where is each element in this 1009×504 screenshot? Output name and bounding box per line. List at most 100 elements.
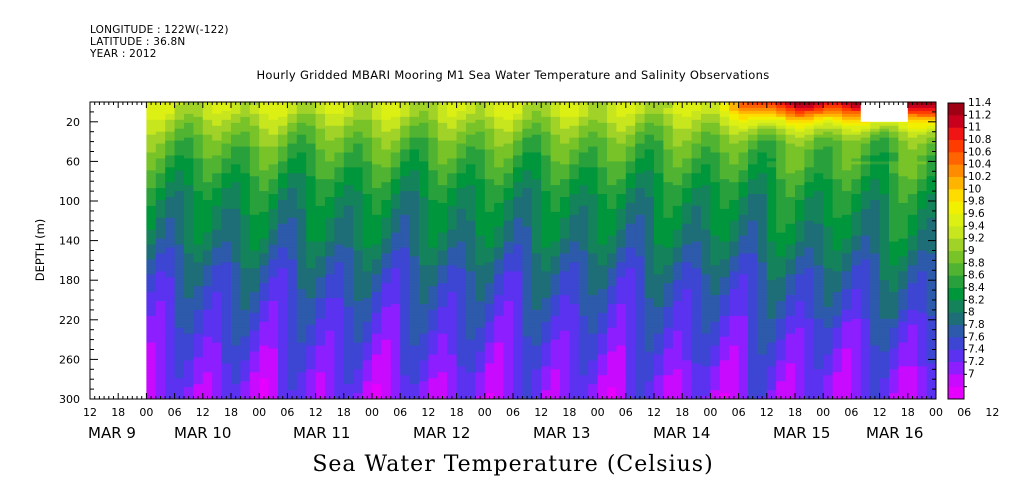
heatmap-cell	[231, 223, 241, 228]
heatmap-cell	[419, 164, 429, 168]
heatmap-cell	[494, 223, 505, 228]
heatmap-cell	[212, 238, 223, 243]
heatmap-cell	[174, 274, 185, 278]
heatmap-cell	[381, 312, 392, 317]
heatmap-cell	[466, 188, 476, 192]
heatmap-cell	[550, 372, 561, 376]
heatmap-cell	[569, 232, 580, 237]
heatmap-cell	[447, 220, 458, 225]
heatmap-cell	[259, 119, 270, 124]
heatmap-cell	[231, 185, 241, 189]
heatmap-cell	[315, 107, 326, 112]
heatmap-cell	[259, 182, 270, 186]
heatmap-cell	[409, 327, 420, 332]
heatmap-cell	[287, 223, 298, 228]
heatmap-cell	[597, 312, 608, 317]
heatmap-cell	[315, 306, 326, 311]
heatmap-cell	[268, 321, 279, 326]
heatmap-cell	[268, 182, 279, 186]
heatmap-cell	[325, 200, 335, 204]
heatmap-cell	[278, 191, 288, 195]
heatmap-cell	[334, 155, 345, 160]
heatmap-cell	[588, 351, 599, 356]
heatmap-cell	[513, 182, 523, 186]
heatmap-cell	[578, 146, 589, 151]
heatmap-cell	[146, 107, 157, 112]
heatmap-cell	[146, 381, 157, 385]
heatmap-cell	[428, 200, 439, 204]
heatmap-cell	[362, 393, 373, 397]
heatmap-cell	[428, 360, 439, 364]
heatmap-cell	[268, 149, 279, 154]
heatmap-cell	[268, 336, 279, 341]
heatmap-cell	[390, 289, 401, 293]
heatmap-cell	[259, 366, 270, 370]
heatmap-cell	[569, 211, 580, 216]
heatmap-cell	[447, 247, 458, 252]
heatmap-cell	[174, 107, 185, 112]
heatmap-cell	[372, 152, 382, 157]
heatmap-cell	[184, 354, 194, 359]
heatmap-cell	[334, 122, 345, 127]
heatmap-cell	[437, 211, 448, 216]
heatmap-cell	[466, 378, 476, 382]
heatmap-cell	[578, 119, 589, 124]
heatmap-cell	[184, 125, 194, 130]
heatmap-cell	[409, 309, 420, 314]
heatmap-cell	[381, 241, 392, 246]
heatmap-cell	[531, 173, 542, 177]
heatmap-cell	[353, 268, 364, 272]
heatmap-cell	[259, 122, 270, 127]
heatmap-cell	[560, 119, 570, 124]
heatmap-cell	[353, 306, 364, 311]
heatmap-cell	[466, 104, 476, 109]
heatmap-cell	[193, 348, 204, 353]
heatmap-cell	[390, 158, 401, 162]
heatmap-cell	[381, 354, 392, 359]
heatmap-cell	[588, 202, 599, 207]
heatmap-cell	[165, 223, 176, 228]
heatmap-cell	[560, 378, 570, 382]
heatmap-cell	[372, 339, 382, 344]
heatmap-cell	[287, 324, 298, 329]
heatmap-cell	[437, 158, 448, 162]
heatmap-cell	[409, 283, 420, 287]
heatmap-cell	[353, 205, 364, 210]
heatmap-cell	[146, 300, 157, 305]
heatmap-cell	[381, 271, 392, 275]
heatmap-cell	[578, 339, 589, 344]
heatmap-cell	[475, 113, 486, 118]
heatmap-cell	[306, 336, 317, 341]
heatmap-cell	[325, 176, 335, 180]
heatmap-cell	[607, 191, 617, 195]
heatmap-cell	[578, 345, 589, 350]
heatmap-cell	[390, 134, 401, 139]
heatmap-cell	[372, 315, 382, 320]
heatmap-cell	[343, 119, 354, 124]
heatmap-cell	[155, 309, 166, 314]
heatmap-cell	[343, 149, 354, 154]
heatmap-cell	[607, 309, 617, 314]
heatmap-cell	[597, 363, 608, 367]
heatmap-cell	[569, 250, 580, 255]
heatmap-cell	[409, 315, 420, 320]
heatmap-cell	[343, 244, 354, 249]
heatmap-cell	[155, 185, 166, 189]
heatmap-cell	[334, 256, 345, 261]
heatmap-cell	[155, 200, 166, 204]
heatmap-cell	[419, 360, 429, 364]
heatmap-cell	[212, 378, 223, 382]
heatmap-cell	[381, 116, 392, 121]
heatmap-cell	[409, 268, 420, 272]
heatmap-cell	[231, 280, 241, 284]
heatmap-cell	[578, 176, 589, 180]
heatmap-cell	[296, 128, 307, 133]
heatmap-cell	[513, 259, 523, 263]
heatmap-cell	[437, 247, 448, 252]
heatmap-cell	[334, 191, 345, 195]
heatmap-cell	[231, 259, 241, 263]
heatmap-cell	[437, 143, 448, 148]
heatmap-cell	[569, 351, 580, 356]
heatmap-cell	[588, 194, 599, 198]
heatmap-cell	[390, 149, 401, 154]
